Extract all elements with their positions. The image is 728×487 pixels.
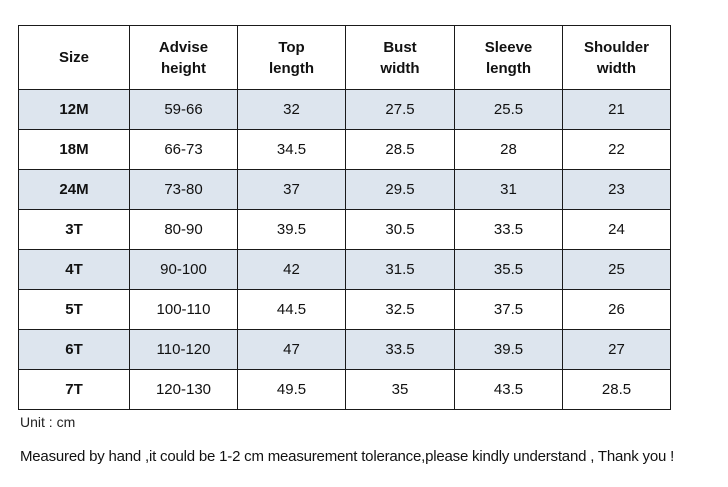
- header-row: Size Advise height Top length Bust width Sl…: [18, 25, 671, 90]
- sleeve-length-cell: 39.5: [454, 329, 563, 370]
- header-sleeve-length: Sleeve length: [454, 25, 563, 90]
- table-row: 6T 110-120 47 33.5 39.5 27: [18, 329, 671, 370]
- header-top-length: Top length: [237, 25, 346, 90]
- sleeve-length-cell: 33.5: [454, 209, 563, 250]
- unit-note: Unit : cm: [20, 414, 76, 430]
- shoulder-width-cell: 23: [562, 169, 671, 210]
- height-cell: 90-100: [129, 249, 238, 290]
- top-length-cell: 42: [237, 249, 346, 290]
- header-size: Size: [18, 25, 130, 90]
- bust-width-cell: 31.5: [345, 249, 455, 290]
- header-shoulder-width: Shoulder width: [562, 25, 671, 90]
- top-length-cell: 49.5: [237, 369, 346, 410]
- size-cell: 12M: [18, 89, 130, 130]
- table-row: 7T 120-130 49.5 35 43.5 28.5: [18, 369, 671, 410]
- shoulder-width-cell: 21: [562, 89, 671, 130]
- sleeve-length-cell: 37.5: [454, 289, 563, 330]
- table-row: 12M 59-66 32 27.5 25.5 21: [18, 89, 671, 130]
- bust-width-cell: 28.5: [345, 129, 455, 170]
- shoulder-width-cell: 24: [562, 209, 671, 250]
- table-row: 3T 80-90 39.5 30.5 33.5 24: [18, 209, 671, 250]
- shoulder-width-cell: 28.5: [562, 369, 671, 410]
- height-cell: 73-80: [129, 169, 238, 210]
- header-advise-height: Advise height: [129, 25, 238, 90]
- header-bust-width: Bust width: [345, 25, 455, 90]
- tolerance-note: Measured by hand ,it could be 1-2 cm mea…: [20, 448, 675, 465]
- height-cell: 59-66: [129, 89, 238, 130]
- bust-width-cell: 27.5: [345, 89, 455, 130]
- top-length-cell: 39.5: [237, 209, 346, 250]
- table-row: 18M 66-73 34.5 28.5 28 22: [18, 129, 671, 170]
- top-length-cell: 47: [237, 329, 346, 370]
- table-row: 5T 100-110 44.5 32.5 37.5 26: [18, 289, 671, 330]
- size-cell: 4T: [18, 249, 130, 290]
- top-length-cell: 44.5: [237, 289, 346, 330]
- shoulder-width-cell: 25: [562, 249, 671, 290]
- shoulder-width-cell: 27: [562, 329, 671, 370]
- shoulder-width-cell: 26: [562, 289, 671, 330]
- height-cell: 120-130: [129, 369, 238, 410]
- size-chart-table: Size Advise height Top length Bust width Sl…: [18, 25, 671, 410]
- size-cell: 6T: [18, 329, 130, 370]
- bust-width-cell: 33.5: [345, 329, 455, 370]
- bust-width-cell: 35: [345, 369, 455, 410]
- size-cell: 18M: [18, 129, 130, 170]
- top-length-cell: 34.5: [237, 129, 346, 170]
- sleeve-length-cell: 35.5: [454, 249, 563, 290]
- height-cell: 110-120: [129, 329, 238, 370]
- table-row: 4T 90-100 42 31.5 35.5 25: [18, 249, 671, 290]
- size-cell: 5T: [18, 289, 130, 330]
- size-cell: 24M: [18, 169, 130, 210]
- shoulder-width-cell: 22: [562, 129, 671, 170]
- top-length-cell: 32: [237, 89, 346, 130]
- table-row: 24M 73-80 37 29.5 31 23: [18, 169, 671, 210]
- height-cell: 80-90: [129, 209, 238, 250]
- bust-width-cell: 30.5: [345, 209, 455, 250]
- size-cell: 3T: [18, 209, 130, 250]
- size-cell: 7T: [18, 369, 130, 410]
- bust-width-cell: 32.5: [345, 289, 455, 330]
- sleeve-length-cell: 25.5: [454, 89, 563, 130]
- top-length-cell: 37: [237, 169, 346, 210]
- bust-width-cell: 29.5: [345, 169, 455, 210]
- sleeve-length-cell: 28: [454, 129, 563, 170]
- height-cell: 100-110: [129, 289, 238, 330]
- sleeve-length-cell: 31: [454, 169, 563, 210]
- height-cell: 66-73: [129, 129, 238, 170]
- sleeve-length-cell: 43.5: [454, 369, 563, 410]
